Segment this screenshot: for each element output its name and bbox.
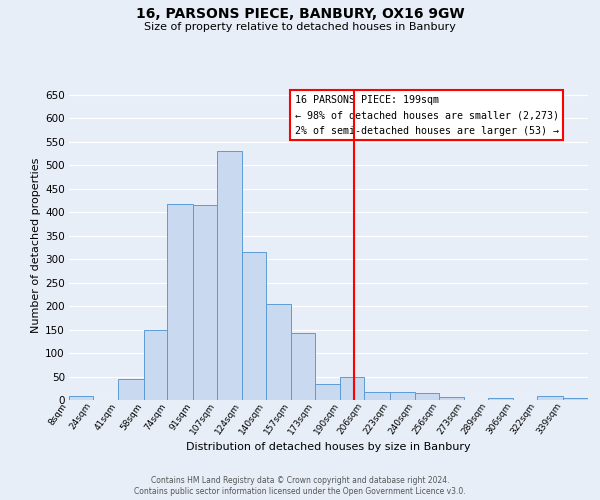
Bar — [118, 379, 143, 400]
Bar — [217, 151, 242, 400]
Bar — [340, 376, 364, 400]
Bar — [167, 204, 193, 400]
Text: Contains public sector information licensed under the Open Government Licence v3: Contains public sector information licen… — [134, 488, 466, 496]
Bar — [389, 392, 415, 400]
Bar — [364, 392, 389, 400]
Bar — [69, 396, 93, 400]
Bar — [266, 304, 291, 400]
Bar — [415, 394, 439, 400]
Text: 16, PARSONS PIECE, BANBURY, OX16 9GW: 16, PARSONS PIECE, BANBURY, OX16 9GW — [136, 8, 464, 22]
Text: Size of property relative to detached houses in Banbury: Size of property relative to detached ho… — [144, 22, 456, 32]
Text: Distribution of detached houses by size in Banbury: Distribution of detached houses by size … — [187, 442, 471, 452]
Bar — [143, 330, 167, 400]
Text: 16 PARSONS PIECE: 199sqm
← 98% of detached houses are smaller (2,273)
2% of semi: 16 PARSONS PIECE: 199sqm ← 98% of detach… — [295, 94, 559, 136]
Y-axis label: Number of detached properties: Number of detached properties — [31, 158, 41, 332]
Text: Contains HM Land Registry data © Crown copyright and database right 2024.: Contains HM Land Registry data © Crown c… — [151, 476, 449, 485]
Bar — [291, 333, 315, 400]
Bar — [439, 397, 464, 400]
Bar — [537, 396, 563, 400]
Bar — [242, 252, 266, 400]
Bar — [563, 398, 588, 400]
Bar — [193, 205, 217, 400]
Bar — [488, 398, 514, 400]
Bar — [315, 384, 340, 400]
